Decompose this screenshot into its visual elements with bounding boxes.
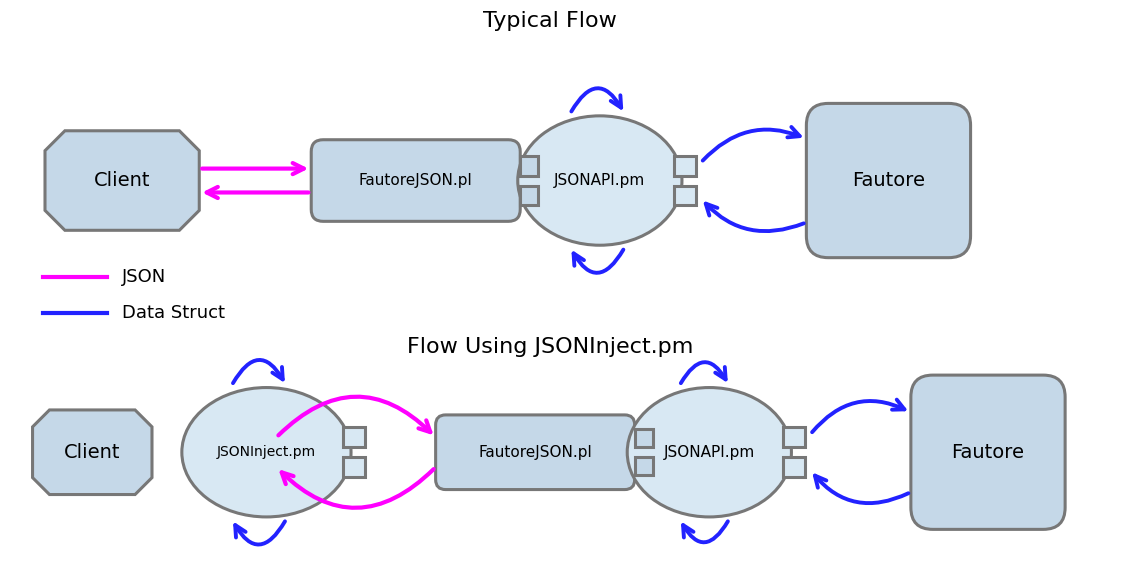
Polygon shape	[33, 410, 152, 494]
Bar	[674, 185, 696, 205]
Ellipse shape	[182, 387, 351, 517]
Text: JSONAPI.pm: JSONAPI.pm	[554, 173, 646, 188]
Bar	[521, 156, 538, 176]
FancyBboxPatch shape	[911, 375, 1065, 529]
Text: Client: Client	[64, 443, 121, 462]
Bar	[634, 457, 653, 475]
Text: FautoreJSON.pl: FautoreJSON.pl	[479, 445, 592, 460]
Bar	[783, 457, 805, 477]
Text: Fautore: Fautore	[952, 443, 1024, 462]
FancyBboxPatch shape	[806, 104, 971, 257]
Bar	[343, 457, 365, 477]
Text: FautoreJSON.pl: FautoreJSON.pl	[359, 173, 473, 188]
Bar	[634, 429, 653, 448]
Text: JSONInject.pm: JSONInject.pm	[217, 445, 316, 459]
Polygon shape	[45, 131, 199, 230]
Text: Typical Flow: Typical Flow	[483, 11, 617, 32]
FancyBboxPatch shape	[435, 415, 634, 490]
Bar	[343, 428, 365, 448]
Ellipse shape	[628, 387, 791, 517]
Bar	[783, 428, 805, 448]
Text: JSON: JSON	[122, 268, 166, 286]
FancyBboxPatch shape	[312, 140, 521, 221]
Text: Fautore: Fautore	[852, 171, 926, 190]
Text: Client: Client	[94, 171, 150, 190]
Text: Flow Using JSONInject.pm: Flow Using JSONInject.pm	[407, 337, 694, 357]
Bar	[674, 156, 696, 176]
Bar	[521, 185, 538, 205]
Text: Data Struct: Data Struct	[122, 304, 225, 322]
Text: JSONAPI.pm: JSONAPI.pm	[664, 445, 755, 460]
Ellipse shape	[517, 116, 682, 245]
